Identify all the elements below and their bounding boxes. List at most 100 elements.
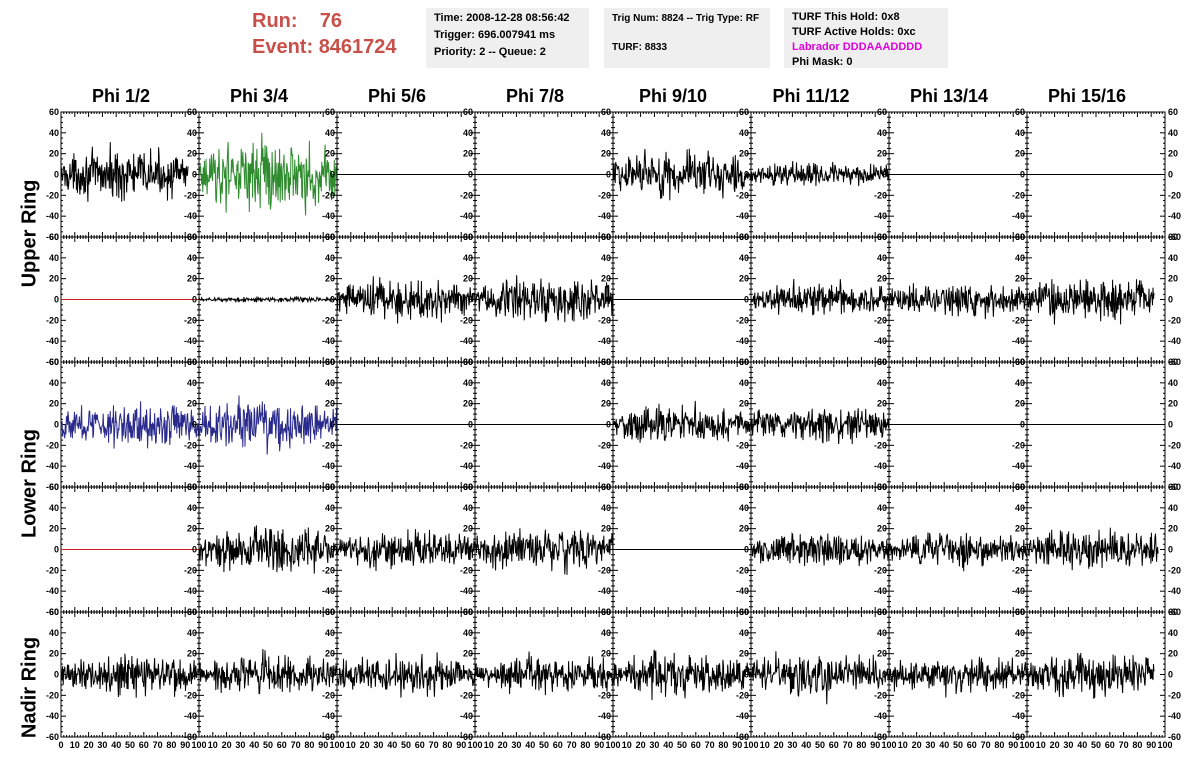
y-tick-label: 0 [54,295,59,305]
run-label: Run: [252,10,298,32]
y-tick-label-right: 40 [1168,253,1178,263]
y-tick-label: 20 [601,399,611,409]
y-tick-label: -40 [322,336,335,346]
y-tick-label: 20 [463,149,473,159]
y-tick-label: 0 [468,545,473,555]
y-tick-label: 20 [49,149,59,159]
turf-info-box: TURF This Hold: 0x8 TURF Active Holds: 0… [784,8,948,68]
y-tick-label: -40 [598,586,611,596]
y-tick-label: 60 [49,357,59,367]
y-tick-label: -40 [322,461,335,471]
y-tick-label: -20 [598,565,611,575]
y-tick-label: 20 [325,524,335,534]
y-tick-label: -20 [184,440,197,450]
y-tick-label: 0 [606,545,611,555]
y-tick-label: -40 [598,211,611,221]
event-line: Event: 8461724 [252,34,422,60]
y-tick-label: 0 [882,545,887,555]
y-tick-label: 60 [739,107,749,117]
y-tick-label: 60 [877,357,887,367]
y-tick-label: 60 [1015,357,1025,367]
y-tick-label: 20 [739,149,749,159]
y-tick-label: -20 [184,315,197,325]
y-tick-label: 40 [1015,253,1025,263]
y-tick-label: -20 [1012,315,1025,325]
y-tick-label: -20 [460,440,473,450]
y-tick-label: 60 [463,107,473,117]
y-tick-label: 20 [187,524,197,534]
y-tick-label: 20 [1015,399,1025,409]
y-tick-label: -40 [1012,336,1025,346]
waveform-trace [198,395,338,455]
y-tick-label-right: 60 [1168,107,1178,117]
y-tick-label: 0 [330,420,335,430]
column-header-phi-3-4: Phi 3/4 [229,86,289,106]
y-tick-label-right: -60 [1168,357,1181,367]
y-tick-label: 20 [601,274,611,284]
y-tick-label: 20 [325,274,335,284]
y-tick-label: 40 [877,253,887,263]
y-tick-label: 0 [1020,170,1025,180]
y-tick-label: 60 [325,482,335,492]
y-tick-label: -40 [46,211,59,221]
y-tick-label: -40 [736,336,749,346]
y-tick-label: 40 [49,128,59,138]
y-tick-label: -20 [736,315,749,325]
y-tick-label: 0 [192,420,197,430]
y-tick-label: 60 [739,482,749,492]
y-tick-label: 20 [739,524,749,534]
y-tick-label: -40 [736,586,749,596]
y-tick-label: 60 [187,482,197,492]
y-tick-label: 60 [1015,107,1025,117]
y-tick-label-right: -60 [1168,482,1181,492]
y-tick-label: 0 [330,545,335,555]
y-tick-label: 20 [187,274,197,284]
waveform-trace [60,142,189,202]
waveform-trace [612,148,752,201]
y-tick-label: -20 [1012,440,1025,450]
column-header-phi-9-10: Phi 9/10 [638,86,708,106]
y-tick-label: 60 [601,482,611,492]
y-tick-label: -40 [1012,211,1025,221]
waveform-trace [336,529,476,572]
y-tick-label: 40 [187,128,197,138]
y-tick-label: 20 [739,274,749,284]
y-tick-label: -60 [46,232,59,242]
waveform-trace [750,160,890,187]
y-tick-label: 0 [606,170,611,180]
y-tick-label-right: -20 [1168,315,1181,325]
y-tick-label: -40 [46,461,59,471]
timing-info-box: Time: 2008-12-28 08:56:42 Trigger: 696.0… [426,8,589,68]
y-tick-label: -60 [46,357,59,367]
column-header-phi-15-16: Phi 15/16 [1047,86,1127,106]
y-tick-label: -20 [874,315,887,325]
y-tick-label: 60 [49,482,59,492]
y-tick-label: -20 [46,190,59,200]
y-tick-label: 20 [463,399,473,409]
y-tick-label: 60 [739,357,749,367]
y-tick-label-right: 40 [1168,378,1178,388]
y-tick-label: 0 [192,295,197,305]
column-header-phi-13-14: Phi 13/14 [909,86,989,106]
y-tick-label: 40 [877,378,887,388]
y-tick-label: 40 [49,253,59,263]
y-tick-label: 40 [463,378,473,388]
y-tick-label: -40 [736,211,749,221]
y-tick-label: 60 [325,107,335,117]
y-tick-label: 0 [882,295,887,305]
y-tick-label: -20 [874,440,887,450]
y-tick-label: 0 [744,420,749,430]
y-tick-label: -20 [598,440,611,450]
y-tick-label: 20 [1015,149,1025,159]
y-tick-label: 40 [325,253,335,263]
y-tick-label: -20 [46,315,59,325]
y-tick-label: -20 [874,190,887,200]
